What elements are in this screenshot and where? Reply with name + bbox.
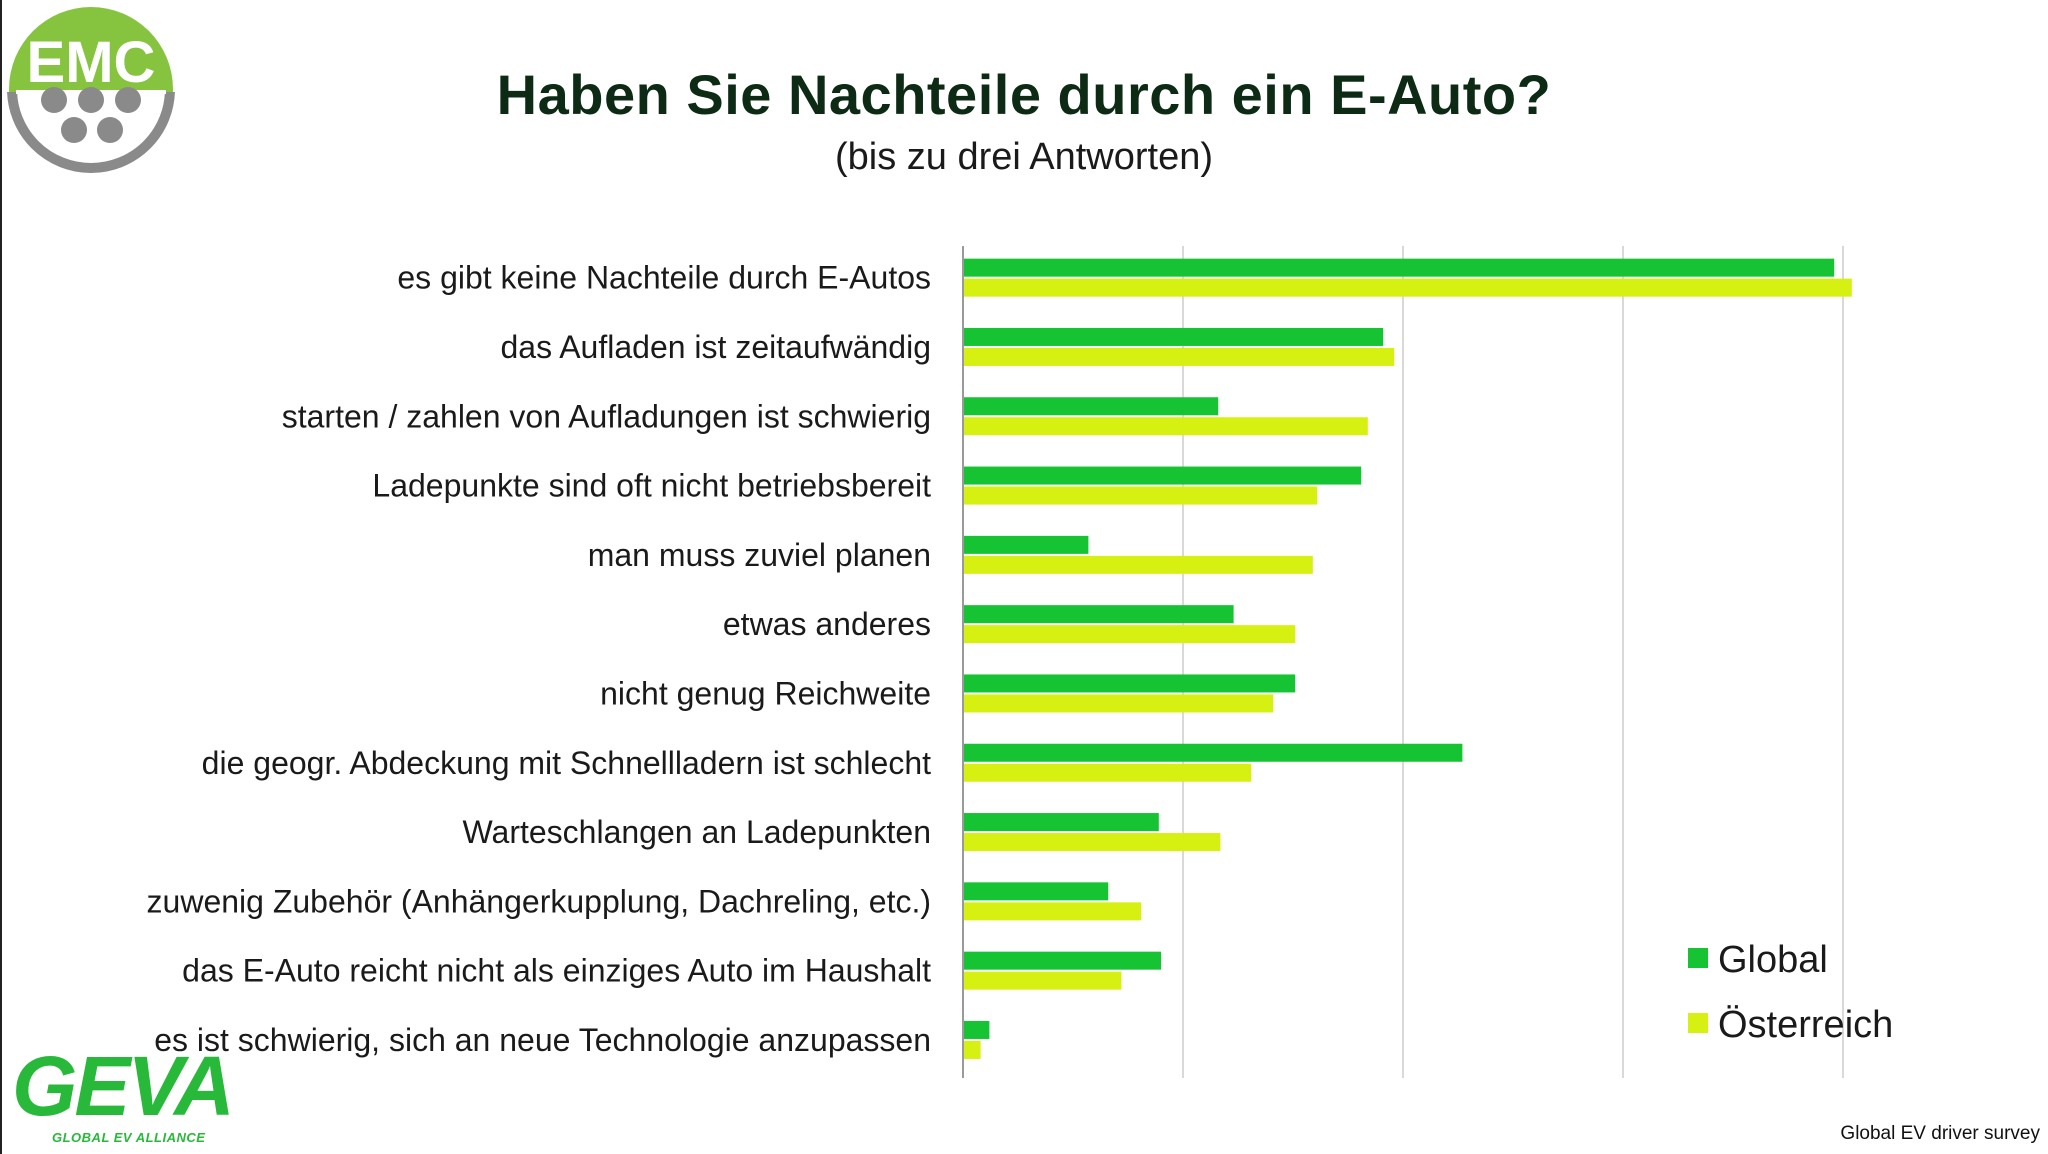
page-subtitle: (bis zu drei Antworten): [834, 136, 1214, 178]
left-frame-border: [0, 0, 2, 1154]
category-label: das Aufladen ist zeitaufwändig: [500, 329, 931, 365]
bar-global: [964, 674, 1296, 693]
bar-oesterreich: [964, 1040, 981, 1059]
category-labels: es gibt keine Nachteile durch E-Autos das…: [147, 260, 932, 1058]
legend-label-oesterreich: Österreich: [1718, 1004, 1893, 1046]
bar-global: [964, 466, 1362, 485]
bar-global: [964, 535, 1089, 554]
category-label: es ist schwierig, sich an neue Technolog…: [154, 1022, 931, 1058]
bar-oesterreich: [964, 694, 1274, 713]
category-label: Ladepunkte sind oft nicht betriebsbereit: [372, 468, 931, 504]
bar-global: [964, 1020, 990, 1039]
emc-logo-graphic: EMC: [7, 7, 175, 173]
category-label: das E-Auto reicht nicht als einziges Aut…: [182, 953, 931, 989]
category-label: die geogr. Abdeckung mit Schnellladern i…: [202, 745, 931, 781]
bar-global: [964, 397, 1219, 416]
geva-logo: GEVA GLOBAL EV ALLIANCE: [12, 1044, 252, 1154]
bar-global: [964, 605, 1234, 624]
legend-swatch-oesterreich: [1688, 1013, 1708, 1033]
emc-logo: EMC: [6, 4, 176, 174]
category-label: etwas anderes: [723, 606, 931, 642]
bar-oesterreich: [964, 833, 1221, 852]
bar-oesterreich: [964, 902, 1142, 921]
category-label: Warteschlangen an Ladepunkten: [463, 814, 931, 850]
legend: Global Österreich: [1688, 939, 1893, 1046]
geva-logo-subtext: GLOBAL EV ALLIANCE: [52, 1130, 206, 1145]
bar-oesterreich: [964, 278, 1852, 297]
emc-logo-text: EMC: [27, 30, 156, 95]
emc-logo-ring: [7, 92, 175, 173]
bar-global: [964, 951, 1161, 970]
bar-oesterreich: [964, 555, 1313, 574]
bar-oesterreich: [964, 763, 1252, 782]
legend-swatch-global: [1688, 948, 1708, 968]
source-note: Global EV driver survey: [1840, 1123, 2040, 1144]
category-label: zuwenig Zubehör (Anhängerkupplung, Dachr…: [147, 883, 931, 919]
bar-oesterreich: [964, 417, 1368, 436]
bar-oesterreich: [964, 347, 1395, 366]
geva-logo-text: GEVA: [12, 1039, 235, 1133]
category-label: es gibt keine Nachteile durch E-Autos: [397, 260, 931, 296]
category-label: man muss zuviel planen: [588, 537, 931, 573]
bar-global: [964, 327, 1384, 346]
emc-logo-top: [9, 7, 173, 92]
bar-oesterreich: [964, 486, 1318, 505]
grid-lines: [1182, 246, 1844, 1078]
category-label: nicht genug Reichweite: [600, 675, 931, 711]
bar-global: [964, 813, 1159, 832]
bar-global: [964, 743, 1463, 762]
page-title: Haben Sie Nachteile durch ein E-Auto?: [496, 63, 1552, 126]
category-label: starten / zahlen von Aufladungen ist sch…: [282, 398, 931, 434]
bar-global: [964, 258, 1835, 277]
legend-label-global: Global: [1718, 939, 1828, 981]
bars: [964, 258, 1852, 1059]
bar-oesterreich: [964, 625, 1296, 644]
bar-oesterreich: [964, 971, 1122, 990]
bar-global: [964, 882, 1109, 901]
